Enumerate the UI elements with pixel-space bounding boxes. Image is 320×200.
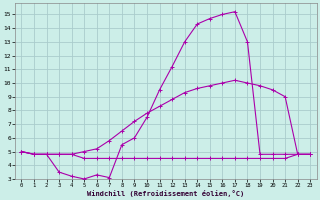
- X-axis label: Windchill (Refroidissement éolien,°C): Windchill (Refroidissement éolien,°C): [87, 190, 244, 197]
